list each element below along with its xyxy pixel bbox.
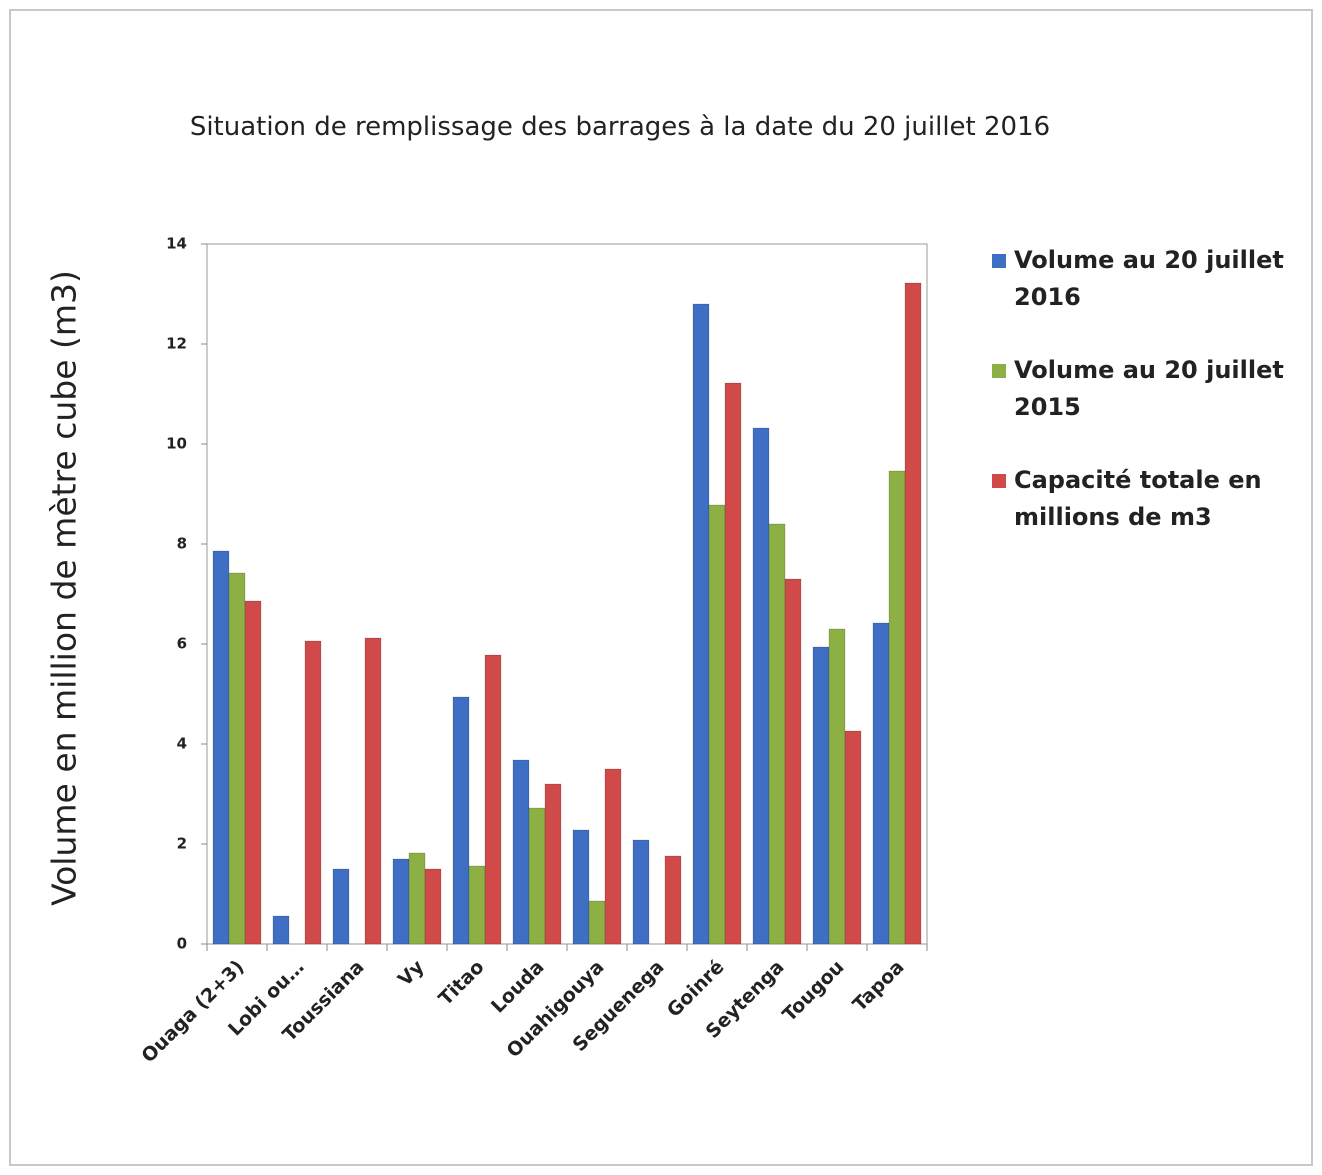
bar bbox=[692, 303, 710, 945]
bar bbox=[828, 628, 846, 945]
x-tick-label: Ouaga (2+3) bbox=[137, 956, 248, 1067]
bar bbox=[812, 646, 830, 945]
y-tick-label: 8 bbox=[177, 535, 187, 553]
legend-item: Capacité totale en millions de m3 bbox=[992, 462, 1292, 536]
bar bbox=[752, 427, 770, 945]
bar bbox=[452, 696, 470, 945]
y-tick-label: 6 bbox=[177, 635, 187, 653]
y-tick-label: 0 bbox=[177, 935, 187, 953]
y-tick-label: 14 bbox=[166, 235, 187, 253]
bar bbox=[724, 382, 742, 945]
legend-swatch bbox=[992, 254, 1006, 268]
bar bbox=[392, 858, 410, 945]
bar bbox=[468, 865, 486, 945]
x-tick-label: Vy bbox=[394, 956, 429, 991]
bar bbox=[604, 768, 622, 945]
bar bbox=[484, 654, 502, 945]
legend-label: Capacité totale en millions de m3 bbox=[1014, 466, 1262, 531]
x-tick-label: Tougou bbox=[778, 956, 848, 1026]
bar bbox=[708, 504, 726, 945]
bar bbox=[512, 759, 530, 945]
bar bbox=[408, 852, 426, 945]
bar bbox=[272, 915, 290, 945]
legend-label: Volume au 20 juillet 2015 bbox=[1014, 356, 1284, 421]
bar bbox=[904, 282, 922, 945]
bar bbox=[664, 855, 682, 945]
x-tick-label: Tapoa bbox=[849, 956, 909, 1016]
bar bbox=[888, 470, 906, 945]
bar bbox=[872, 622, 890, 945]
y-tick-label: 4 bbox=[177, 735, 187, 753]
y-axis-label: Volume en million de mètre cube (m3) bbox=[45, 270, 84, 906]
legend-item: Volume au 20 juillet 2015 bbox=[992, 352, 1292, 426]
bar bbox=[364, 637, 382, 945]
y-tick-label: 12 bbox=[166, 335, 187, 353]
bar bbox=[768, 523, 786, 945]
bar bbox=[304, 640, 322, 945]
bar bbox=[244, 600, 262, 945]
bar bbox=[844, 730, 862, 945]
bar bbox=[424, 868, 442, 945]
frame bbox=[9, 9, 1313, 1166]
legend-swatch bbox=[992, 364, 1006, 378]
y-tick-label: 10 bbox=[166, 435, 187, 453]
legend-swatch bbox=[992, 474, 1006, 488]
legend: Volume au 20 juillet 2016 Volume au 20 ju… bbox=[992, 242, 1292, 572]
bar bbox=[784, 578, 802, 945]
bar bbox=[528, 807, 546, 945]
bar bbox=[632, 839, 650, 945]
bar bbox=[212, 550, 230, 945]
bar bbox=[228, 572, 246, 945]
x-tick-label: Titao bbox=[434, 956, 488, 1010]
bar bbox=[588, 900, 606, 945]
legend-label: Volume au 20 juillet 2016 bbox=[1014, 246, 1284, 311]
bar bbox=[332, 868, 350, 945]
bar bbox=[544, 783, 562, 945]
bar bbox=[572, 829, 590, 945]
legend-item: Volume au 20 juillet 2016 bbox=[992, 242, 1292, 316]
y-tick-label: 2 bbox=[177, 835, 187, 853]
chart-title: Situation de remplissage des barrages à … bbox=[190, 112, 1050, 142]
